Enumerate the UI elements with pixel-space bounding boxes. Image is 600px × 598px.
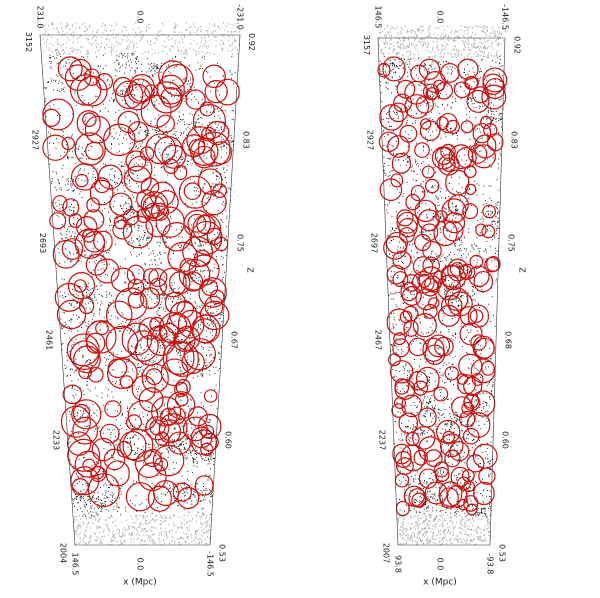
gray-galaxies: [40, 22, 241, 546]
distance-label: 2233: [51, 430, 60, 450]
redshift-label: 0.92: [512, 36, 521, 54]
redshift-label: 0.83: [509, 131, 518, 149]
distance-label: 2927: [31, 130, 40, 150]
x-axis-label: x (Mpc): [123, 578, 157, 588]
redshift-label: 0.75: [235, 234, 244, 252]
distance-label: 2467: [373, 330, 382, 350]
redshift-label: 0.67: [230, 331, 239, 349]
distance-label: 2461: [44, 330, 53, 350]
redshift-label: 0.53: [498, 544, 507, 562]
redshift-label: 0.75: [506, 234, 515, 252]
panel: 3157 0.92 2927 0.83 2697 0.75 2467 0.68 2237 0.60…: [362, 4, 527, 587]
x-top-label: 0.0: [436, 11, 445, 24]
x-bottom-label: 146.5: [71, 553, 80, 576]
redshift-label: 0.83: [241, 131, 250, 149]
wedge-outline: [377, 37, 506, 546]
distance-label: 2007: [382, 543, 391, 563]
panel: 3152 0.92 2927 0.83 2693 0.75 2461 0.67 2233 0.60…: [24, 4, 256, 587]
distance-label: 3157: [362, 35, 371, 55]
redshift-label: 0.68: [504, 331, 513, 349]
z-axis-label: Z: [518, 267, 527, 273]
distance-label: 2697: [370, 233, 379, 253]
voids: [42, 56, 240, 512]
x-top-label: -146.5: [501, 4, 510, 30]
distance-label: 3152: [24, 32, 33, 52]
redshift-label: 0.53: [218, 544, 227, 562]
distance-label: 2004: [59, 543, 68, 563]
distance-label: 2237: [377, 430, 386, 450]
x-bottom-label: 93.8: [394, 555, 403, 573]
distance-label: 2927: [366, 130, 375, 150]
z-axis-label: Z: [246, 267, 255, 273]
x-top-label: 231.0: [36, 6, 45, 29]
x-top-label: 146.5: [374, 6, 383, 29]
redshift-label: 0.92: [247, 33, 256, 51]
wedge-outline: [39, 34, 241, 546]
x-top-label: 0.0: [136, 11, 145, 24]
redshift-label: 0.60: [224, 431, 233, 449]
distance-label: 2693: [38, 233, 47, 253]
x-bottom-label: 0.0: [436, 558, 445, 571]
x-bottom-label: 0.0: [136, 558, 145, 571]
x-top-label: -231.0: [236, 4, 245, 30]
gray-galaxies: [378, 25, 507, 546]
x-bottom-label: -93.8: [486, 554, 495, 575]
voids: [377, 56, 508, 517]
redshift-label: 0.60: [501, 431, 510, 449]
x-axis-label: x (Mpc): [423, 578, 457, 588]
x-bottom-label: -146.5: [206, 551, 215, 577]
